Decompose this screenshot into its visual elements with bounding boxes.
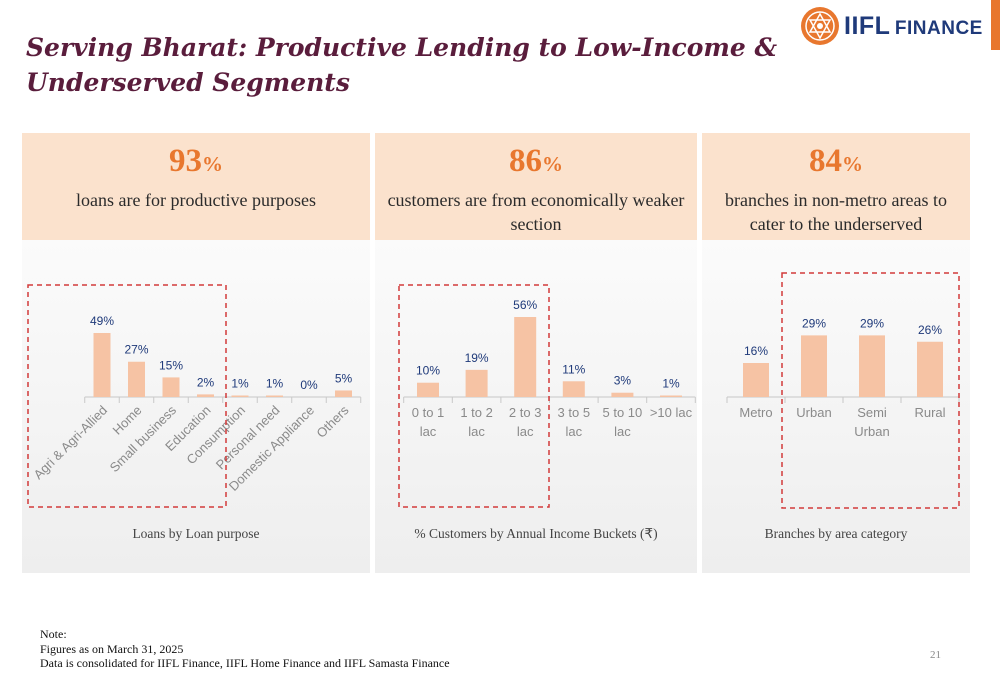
bar-home — [128, 361, 145, 397]
panel-branch-area: 84% branches in non-metro areas to cater… — [702, 133, 970, 573]
bar-10-lac — [660, 395, 682, 397]
bar-small-business — [162, 377, 180, 397]
logo-text-iifl: IIFL — [844, 11, 891, 40]
value-label-small-business: 15% — [159, 358, 183, 372]
value-label-consumption: 1% — [231, 377, 249, 391]
tick-label-10-lac: >10 lac — [650, 405, 693, 420]
stat-value: 86% — [375, 143, 697, 180]
value-label-2-to-3-lac: 56% — [513, 298, 537, 312]
stat-description: loans are for productive purposes — [76, 190, 316, 210]
bar-semi-urban — [859, 335, 885, 397]
tick-label-0-to-1-lac: 0 to 1 lac — [412, 405, 445, 439]
stat-number: 86 — [509, 143, 542, 179]
logo-wordmark: IIFL FINANCE — [844, 12, 983, 41]
stat-value: 93% — [22, 143, 370, 180]
branch-area-chart: 16% Metro 29% Urban 29% Semi Urban 26% Rural — [726, 272, 960, 509]
stat-header — [702, 133, 970, 240]
note-line-2: Data is consolidated for IIFL Finance, I… — [40, 656, 450, 670]
bar-urban — [801, 335, 827, 397]
value-label-urban: 29% — [802, 316, 826, 330]
value-label-rural: 26% — [918, 323, 942, 337]
stat-percent-sign: % — [842, 152, 863, 176]
tick-label-semi-urban: Semi Urban — [854, 405, 889, 439]
bar-1-to-2-lac — [465, 369, 488, 397]
bar-2-to-3-lac — [514, 317, 537, 397]
tick-label-1-to-2-lac: 1 to 2 lac — [460, 405, 493, 439]
logo-mandala-icon — [801, 7, 839, 45]
company-logo: IIFL FINANCE — [800, 4, 983, 48]
bar-0-to-1-lac — [417, 382, 439, 397]
stat-header — [375, 133, 697, 240]
value-label-10-lac: 1% — [662, 377, 680, 391]
bar-5-to-10-lac — [611, 392, 634, 397]
chart-area — [375, 240, 697, 573]
note-label: Note: — [40, 627, 67, 641]
logo-text-finance: FINANCE — [894, 17, 983, 39]
stat-value: 84% — [702, 143, 970, 180]
stat-percent-sign: % — [202, 152, 223, 176]
chart-title: % Customers by Annual Income Buckets (₹) — [414, 526, 658, 541]
tick-label-5-to-10-lac: 5 to 10 lac — [603, 405, 643, 439]
chart-area — [22, 240, 370, 573]
income-buckets-chart: 10% 0 to 1 lac 19% 1 to 2 lac 56% 2 to 3 lac 11% 3… — [398, 284, 696, 508]
highlight-dashed-box — [398, 284, 550, 508]
tick-label-others: Others — [313, 402, 352, 441]
value-label-education: 2% — [197, 375, 215, 389]
tick-label-metro: Metro — [739, 405, 772, 420]
chart-area — [702, 240, 970, 573]
value-label-5-to-10-lac: 3% — [614, 374, 632, 388]
tick-label-agri-agri-allied: Agri & Agri-Allied — [31, 403, 111, 483]
bar-agri-agri-allied — [93, 333, 111, 397]
page-title: Serving Bharat: Productive Lending to Lo… — [26, 33, 778, 97]
value-label-1-to-2-lac: 19% — [465, 351, 489, 365]
bar-rural — [917, 341, 943, 397]
stat-number: 84 — [809, 143, 842, 179]
bar-consumption — [231, 395, 249, 397]
highlight-dashed-box — [27, 284, 227, 508]
value-label-agri-agri-allied: 49% — [90, 314, 114, 328]
panel-income-buckets: 86% customers are from economically weak… — [375, 133, 697, 573]
chart-title: Branches by area category — [764, 526, 908, 541]
footer-note: Note: Figures as on March 31, 2025 Data … — [40, 627, 450, 671]
value-label-semi-urban: 29% — [860, 316, 884, 330]
stat-description: customers are from economically weaker s… — [387, 190, 685, 234]
bar-metro — [743, 363, 769, 397]
highlight-dashed-box — [781, 272, 960, 509]
value-label-personal-need: 1% — [266, 377, 284, 391]
stat-number: 93 — [169, 143, 202, 179]
value-label-metro: 16% — [744, 344, 768, 358]
chart-title: Loans by Loan purpose — [132, 526, 260, 541]
value-label-others: 5% — [335, 371, 353, 385]
value-label-3-to-5-lac: 11% — [562, 362, 585, 376]
bar-3-to-5-lac — [562, 381, 585, 397]
stat-percent-sign: % — [542, 152, 563, 176]
value-label-0-to-1-lac: 10% — [416, 364, 440, 378]
bar-education — [197, 394, 214, 397]
accent-edge-bar — [991, 0, 1000, 50]
stat-header — [22, 133, 370, 240]
tick-label-urban: Urban — [796, 405, 831, 420]
stat-description: branches in non-metro areas to cater to … — [725, 190, 947, 234]
page-number: 21 — [930, 649, 941, 661]
bar-personal-need — [266, 395, 283, 397]
bar-others — [335, 390, 352, 397]
tick-label-3-to-5-lac: 3 to 5 lac — [558, 405, 591, 439]
value-label-domestic-appliance: 0% — [300, 378, 318, 392]
value-label-home: 27% — [124, 343, 148, 357]
tick-label-2-to-3-lac: 2 to 3 lac — [509, 405, 542, 439]
note-line-1: Figures as on March 31, 2025 — [40, 641, 184, 656]
tick-label-rural: Rural — [914, 405, 945, 420]
panel-loan-purpose: 93% loans are for productive purposes 49… — [22, 133, 370, 573]
